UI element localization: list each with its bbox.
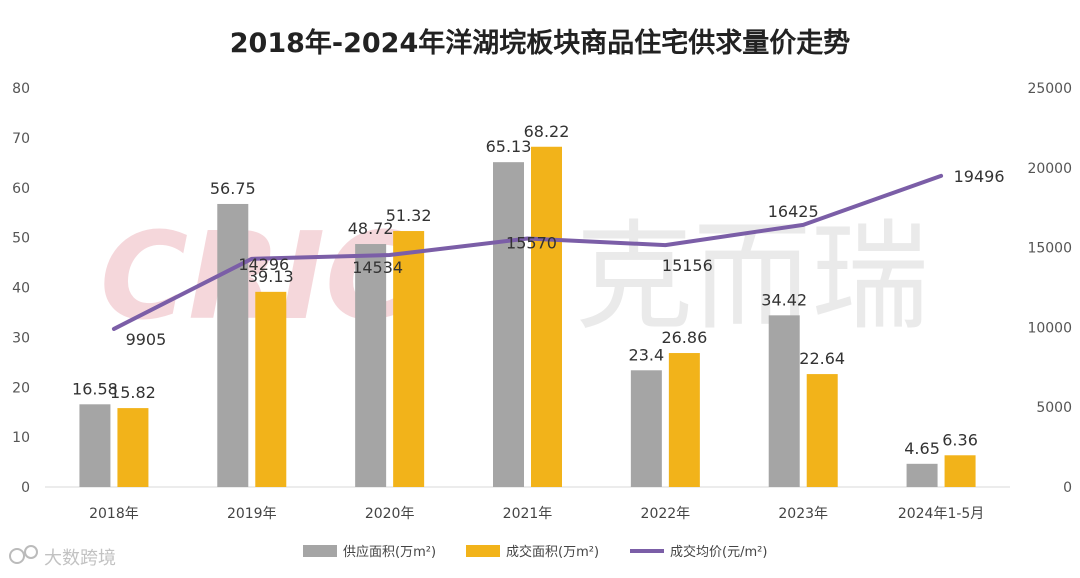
data-label-price: 19496 [954, 167, 1005, 186]
data-label-supply: 4.65 [904, 439, 940, 458]
legend-label-price: 成交均价(元/m²) [670, 544, 767, 560]
y-left-tick-label: 70 [12, 131, 30, 147]
y-right-tick-label: 25000 [1027, 81, 1072, 97]
data-label-supply: 65.13 [486, 137, 532, 156]
data-label-deal: 26.86 [661, 328, 707, 347]
y-left-tick-label: 40 [12, 281, 30, 297]
data-label-supply: 56.75 [210, 179, 256, 198]
bar-deal-area [806, 374, 838, 487]
bar-deal-area [944, 455, 976, 487]
data-label-deal: 51.32 [386, 206, 432, 225]
y-left-tick-label: 30 [12, 330, 30, 346]
y-right-tick-label: 10000 [1027, 320, 1072, 336]
y-right-tick-label: 0 [1063, 480, 1072, 496]
data-label-price: 9905 [126, 330, 167, 349]
x-tick-label: 2021年 [503, 506, 553, 522]
source-badge: 大数跨境 [9, 545, 116, 569]
watermark-cjk-text: 克而瑞 [575, 208, 929, 346]
bar-deal-area [531, 146, 562, 487]
price-line [111, 173, 944, 331]
data-label-supply: 23.4 [629, 345, 665, 364]
legend-label-deal: 成交面积(万m²) [506, 544, 599, 560]
y-left-tick-label: 0 [21, 480, 30, 496]
y-left-tick-label: 80 [12, 81, 30, 97]
data-label-deal: 68.22 [524, 122, 570, 141]
bar-deal-area [255, 291, 287, 487]
line-series [111, 173, 944, 331]
bar-supply-area [630, 370, 662, 487]
bar-supply-area [355, 244, 387, 487]
x-tick-label: 2022年 [641, 506, 691, 522]
data-label-deal: 39.13 [248, 267, 294, 286]
x-tick-label: 2018年 [89, 506, 139, 522]
data-label-price: 14296 [238, 255, 289, 274]
data-labels: 16.58 56.75 48.72 65.13 23.4 34.42 4.65 15.82 39… [72, 122, 1005, 458]
x-tick-label: 2020年 [365, 506, 415, 522]
y-left-tick-label: 50 [12, 231, 30, 247]
legend-label-supply: 供应面积(万m²) [343, 544, 436, 560]
y-left-tick-label: 20 [12, 380, 30, 396]
y-right-tick-label: 5000 [1036, 400, 1072, 416]
brand-logo-icon [9, 545, 38, 564]
bar-deal-area [668, 353, 700, 487]
x-tick-label: 2023年 [778, 506, 828, 522]
bar-series [79, 146, 976, 487]
data-label-supply: 34.42 [761, 290, 807, 309]
bar-supply-area [906, 463, 938, 487]
chart-title: 2018年-2024年洋湖垸板块商品住宅供求量价走势 [230, 27, 851, 59]
bar-supply-area [493, 162, 524, 487]
y-right-tick-label: 15000 [1027, 241, 1072, 257]
bar-supply-area [79, 404, 111, 487]
data-label-price: 15570 [506, 234, 557, 253]
legend-swatch-deal [466, 545, 500, 557]
y-axis-left: 0 10 20 30 40 50 60 70 80 [12, 81, 30, 496]
data-label-price: 15156 [662, 256, 713, 275]
bar-deal-area [117, 408, 149, 487]
bar-deal-area [393, 231, 425, 487]
data-label-deal: 15.82 [110, 383, 156, 402]
data-label-price: 14534 [352, 258, 403, 277]
legend-swatch-supply [303, 545, 337, 557]
y-axis-right: 0 5000 10000 15000 20000 25000 [1027, 81, 1072, 496]
legend: 供应面积(万m²) 成交面积(万m²) 成交均价(元/m²) [303, 544, 767, 560]
y-left-tick-label: 60 [12, 181, 30, 197]
data-label-supply: 16.58 [72, 379, 118, 398]
x-tick-label: 2024年1-5月 [898, 506, 985, 522]
data-label-deal: 22.64 [799, 349, 845, 368]
bar-supply-area [768, 315, 800, 487]
data-label-supply: 48.72 [348, 219, 394, 238]
x-tick-label: 2019年 [227, 506, 277, 522]
y-left-tick-label: 10 [12, 430, 30, 446]
source-badge-text: 大数跨境 [44, 548, 116, 569]
data-label-price: 16425 [768, 202, 819, 221]
data-label-deal: 6.36 [942, 430, 978, 449]
y-right-tick-label: 20000 [1027, 161, 1072, 177]
bar-supply-area [217, 203, 249, 487]
x-axis: 2018年 2019年 2020年 2021年 2022年 2023年 2024年1-5月 [89, 506, 984, 522]
